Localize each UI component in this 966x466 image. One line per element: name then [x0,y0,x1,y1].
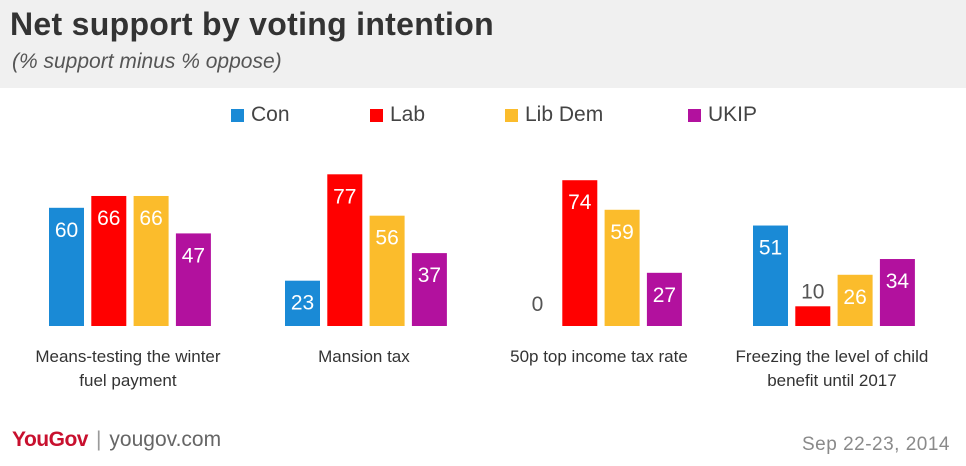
bar-lab-2 [562,180,598,326]
legend-swatch-lab [370,108,383,122]
bar-con-1 [285,280,320,326]
value-label-ukip-3: 34 [886,270,910,293]
value-label-lab-3: 10 [801,280,824,303]
value-label-ukip-0: 47 [182,244,205,267]
value-label-con-2: 0 [532,293,544,316]
legend-swatch-libdem [505,108,518,122]
category-label-0-0: Means-testing the winter [35,347,221,366]
legend-item-ukip: UKIP [688,100,757,130]
category-label-3-0: Freezing the level of child [736,347,929,366]
bar-ukip-0 [175,233,211,326]
logo-separator: | [95,428,102,451]
value-label-ukip-2: 27 [653,284,676,307]
legend-swatch-ukip [688,108,701,122]
value-label-libdem-0: 66 [139,207,162,230]
value-label-con-0: 60 [55,219,78,242]
bar-libdem-1 [369,215,405,326]
legend-swatch-con [231,108,244,122]
value-label-ukip-1: 37 [418,264,441,287]
logo-url: yougov.com [109,428,222,451]
header-band [0,0,966,88]
bar-libdem-2 [604,209,640,326]
category-label-2-0: 50p top income tax rate [510,347,688,366]
value-label-con-3: 51 [759,237,782,260]
bar-ukip-2 [646,272,682,326]
category-label-1-0: Mansion tax [318,347,410,366]
bar-libdem-3 [837,274,873,326]
legend-label-libdem: Lib Dem [525,103,604,126]
value-label-libdem-1: 56 [375,227,398,250]
value-label-lab-0: 66 [97,207,120,230]
legend-label-con: Con [251,103,290,126]
chart-title: Net support by voting intention [10,6,494,42]
legend-item-libdem: Lib Dem [505,100,603,130]
value-label-libdem-3: 26 [843,286,866,309]
footer-date: Sep 22-23, 2014 [801,434,950,455]
value-label-lab-1: 77 [333,185,356,208]
value-label-lab-2: 74 [568,191,592,214]
category-label-0-1: fuel payment [79,371,177,390]
value-label-con-1: 23 [291,292,314,315]
bar-lab-0 [91,195,127,326]
yougov-logo: YouGov | yougov.com [12,428,221,452]
legend-label-lab: Lab [390,103,426,126]
bar-ukip-3 [879,259,915,326]
bar-con-0 [49,207,84,326]
chart-subtitle: (% support minus % oppose) [12,50,282,73]
chart-legend: Con Lab Lib Dem UKIP [0,100,966,130]
bar-ukip-1 [411,253,447,326]
bar-con-3 [753,225,788,326]
legend-item-lab: Lab [370,100,425,130]
bar-lab-1 [327,174,363,326]
value-label-libdem-2: 59 [610,221,633,244]
legend-label-ukip: UKIP [708,103,758,126]
bar-lab-3 [795,306,831,326]
category-label-3-1: benefit until 2017 [767,371,897,390]
legend-item-con: Con [231,100,290,130]
bar-libdem-0 [133,195,169,326]
logo-text: YouGov [12,428,88,451]
